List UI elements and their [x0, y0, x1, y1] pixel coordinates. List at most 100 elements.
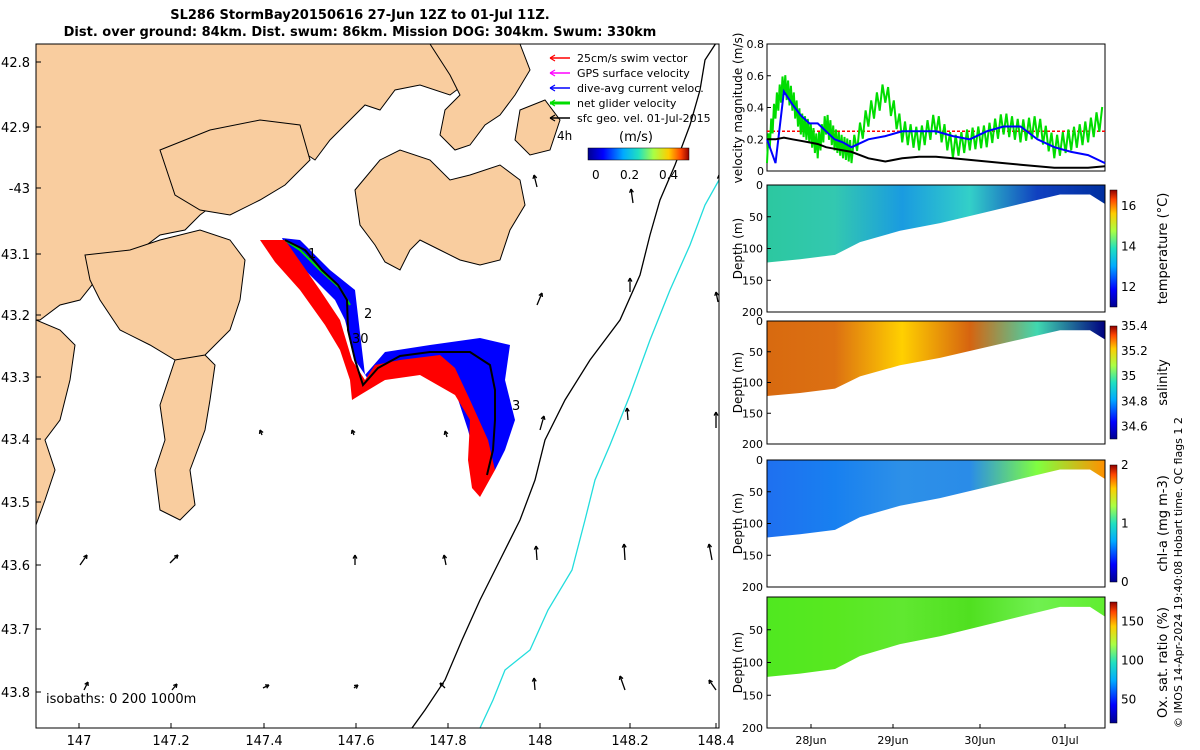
legend-colorbar: [587, 147, 690, 161]
section-ytick-label: 0: [756, 454, 763, 467]
section-colorbar-tick: 50: [1121, 693, 1136, 707]
geo-arrow: [536, 292, 543, 306]
section-ytick-label: 0: [756, 315, 763, 328]
geo-arrow: [708, 679, 717, 691]
land-west-lobe: [36, 319, 76, 526]
section-oxygen: 50 100 150 200 Depth (m) 50 100 150 Ox. sat. rat…: [731, 596, 1171, 747]
section-ytick-label: 200: [742, 581, 763, 594]
section-colorbar: [1109, 601, 1118, 724]
geo-arrowhead: [353, 684, 359, 689]
velocity-ytick-label: 0.8: [747, 38, 765, 51]
geo-arrowhead: [83, 554, 88, 560]
map-ytick-label: -43: [9, 182, 30, 197]
section-chl-a: 0 50 100 150 200 Depth (m) 0 1 2 chl-a (mg m-3): [731, 454, 1171, 594]
section-colorbar-tick: 35: [1121, 369, 1136, 383]
section-ytick-label: 0: [756, 179, 763, 192]
section-colorbar-tick: 16: [1121, 199, 1136, 213]
section-ytick-label: 150: [742, 274, 763, 287]
map-ytick-label: 43.3: [1, 371, 30, 386]
section-colorbar-tick: 35.2: [1121, 344, 1148, 358]
legend-arrowhead: [549, 99, 556, 107]
map-ytick-label: 43.6: [1, 559, 30, 574]
geo-arrowhead: [618, 675, 624, 681]
geo-arrowhead: [443, 430, 449, 436]
velocity-series-sfc-geo-vel-: [767, 136, 1106, 169]
geo-arrowhead: [707, 543, 713, 549]
geo-arrow: [535, 545, 538, 561]
section-ytick-label: 50: [749, 486, 763, 499]
map-x-ticks: 147 147.2 147.4 147.6 147.8 148 148.2 148.4: [67, 723, 735, 749]
section-colorbar-label: salinity: [1156, 359, 1171, 406]
geo-arrowhead: [627, 277, 633, 282]
map-ytick-label: 43.2: [1, 309, 30, 324]
legend-cbar-tick-0: 0: [592, 168, 600, 182]
velocity-ytick-label: 0.6: [747, 70, 765, 83]
section-data-field: [767, 185, 1105, 263]
section-ylabel: Depth (m): [731, 493, 745, 554]
legend-arrowhead: [549, 69, 556, 77]
isobaths-label: isobaths: 0 200 1000m: [46, 692, 196, 707]
land-peninsula: [84, 229, 246, 361]
section-ytick-label: 200: [742, 438, 763, 451]
legend-time-tag: 4h: [557, 129, 572, 143]
geo-arrowhead: [540, 415, 546, 421]
land-central: [159, 119, 311, 216]
legend-cbar-tick-1: 0.2: [620, 168, 639, 182]
geo-arrow: [443, 554, 447, 566]
geo-arrowhead: [439, 682, 445, 688]
land-forestier: [354, 149, 526, 271]
section-ylabel: Depth (m): [731, 218, 745, 279]
map-ytick-label: 43.1: [1, 248, 30, 263]
section-ytick-label: 100: [742, 377, 763, 390]
velocity-ytick-label: 0: [757, 165, 764, 178]
section-data-field: [767, 321, 1105, 397]
map-xtick-label: 147.8: [429, 734, 466, 749]
section-ytick-label: 200: [742, 722, 763, 735]
geo-arrowhead: [352, 554, 358, 559]
map-xtick-label: 148.4: [697, 734, 734, 749]
section-ytick-label: 100: [742, 243, 763, 256]
section-colorbar-tick: 150: [1121, 615, 1144, 629]
section-colorbar-label: Ox. sat. ratio (%): [1156, 607, 1171, 718]
legend-label: 25cm/s swim vector: [577, 52, 688, 65]
legend-label: net glider velocity: [577, 97, 677, 110]
section-colorbar-label: chl-a (mg m-3): [1156, 475, 1171, 572]
geo-arrowhead: [714, 291, 719, 297]
geo-arrow: [169, 554, 179, 564]
geo-arrowhead: [533, 545, 539, 550]
geo-arrowhead: [532, 174, 538, 180]
figure-title-line2: Dist. over ground: 84km. Dist. swum: 86k…: [63, 25, 657, 40]
map-frame: [35, 43, 720, 729]
geo-arrowhead: [624, 407, 630, 412]
section-temperature: 0 50 100 150 200 Depth (m) 12 14 16 temperature (…: [731, 179, 1171, 319]
map-xtick-label: 147.2: [152, 734, 189, 749]
map-ytick-label: 43.8: [1, 686, 30, 701]
geo-arrowhead: [173, 554, 179, 560]
geo-arrow: [79, 554, 88, 566]
section-xtick-label: 01Jul: [1051, 734, 1078, 747]
section-xtick-label: 28Jun: [795, 734, 826, 747]
section-xtick-label: 29Jun: [877, 734, 908, 747]
geo-arrow: [708, 543, 713, 561]
map-xtick-label: 147.4: [245, 734, 282, 749]
legend-unit: (m/s): [619, 130, 653, 145]
track-label-3: 3: [512, 399, 520, 414]
section-xtick-label: 30Jun: [964, 734, 995, 747]
map-ytick-label: 43.5: [1, 496, 30, 511]
geo-arrowhead: [708, 679, 713, 685]
section-ytick-label: 50: [749, 624, 763, 637]
map-ytick-label: 42.8: [1, 56, 30, 71]
section-ytick-label: 200: [742, 306, 763, 319]
track-label-30: 30: [352, 332, 369, 347]
velocity-panel: 0 0.2 0.4 0.6 0.8 velocity magnitude (m/s): [731, 33, 1106, 183]
legend-label: GPS surface velocity: [577, 67, 690, 80]
section-colorbar: [1109, 325, 1118, 440]
legend-cbar-tick-2: 0.4: [659, 168, 678, 182]
geo-arrow: [715, 291, 719, 303]
map-y-ticks: 42.8 42.9 -43 43.1 43.2 43.3 43.4 43.5 43.6 43.7 4…: [1, 56, 41, 701]
section-colorbar-tick: 34.8: [1121, 394, 1148, 408]
section-colorbar-tick: 14: [1121, 239, 1136, 253]
geo-arrow: [630, 188, 634, 204]
